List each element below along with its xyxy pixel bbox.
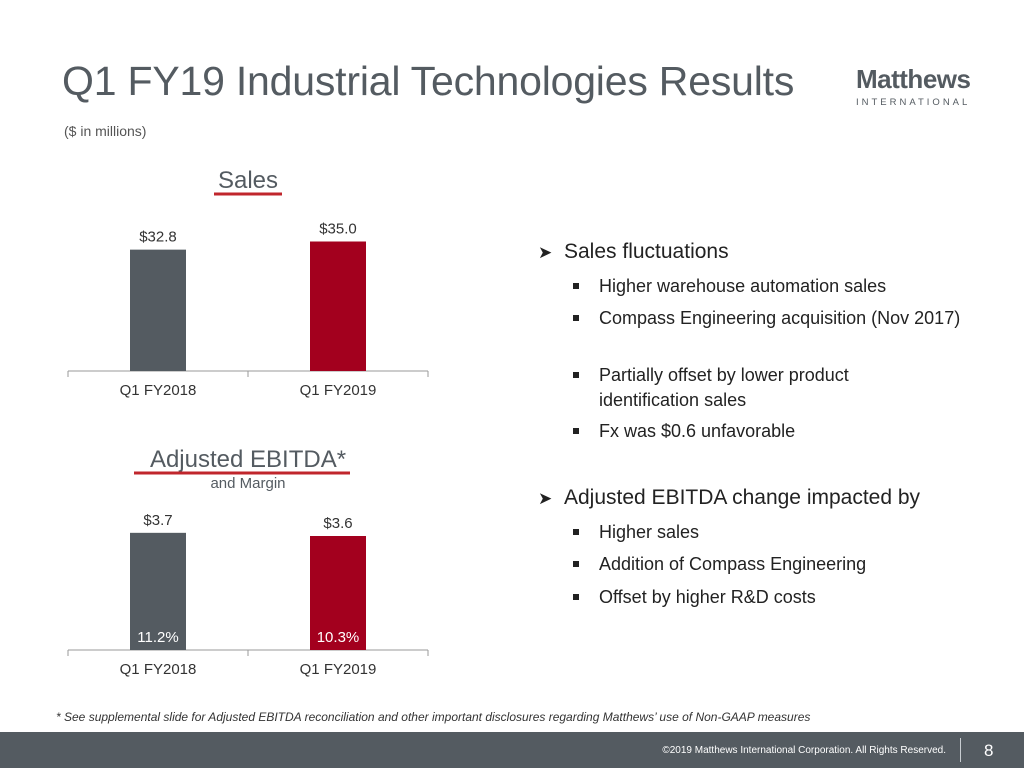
sub-bullet-text: Higher sales (599, 522, 700, 542)
logo-wordmark: Matthews (856, 64, 971, 94)
chart-title-text: Sales (218, 167, 278, 194)
footer-bar: ©2019 Matthews International Corporation… (0, 732, 1024, 768)
sub-bullet-text: Fx was $0.6 unfavorable (599, 421, 796, 441)
page-number: 8 (984, 741, 994, 760)
bar (130, 532, 186, 650)
sub-bullet-text: Partially offset by lower product identi… (599, 365, 849, 410)
copyright-text: ©2019 Matthews International Corporation… (662, 745, 946, 756)
square-bullet-icon (573, 315, 579, 321)
sub-bullet: Partially offset by lower product identi… (573, 363, 903, 413)
square-bullet-icon (573, 283, 579, 289)
arrow-bullet-icon: ➤ (538, 243, 553, 262)
bullet-text: Adjusted EBITDA change impacted by (564, 486, 921, 509)
x-tick-label: Q1 FY2019 (300, 382, 377, 399)
logo-tagline: INTERNATIONAL (856, 97, 971, 108)
sub-bullet-text: Addition of Compass Engineering (599, 554, 867, 574)
sub-bullet: Compass Engineering acquisition (Nov 201… (573, 306, 965, 331)
bar-value-label: $3.6 (323, 515, 352, 532)
bullet-ebitda-change: ➤ Adjusted EBITDA change impacted by (538, 486, 920, 510)
sub-bullet-text: Compass Engineering acquisition (Nov 201… (599, 308, 961, 328)
page-title: Q1 FY19 Industrial Technologies Results (62, 58, 795, 104)
sub-bullet: Fx was $0.6 unfavorable (573, 419, 795, 444)
x-tick-label: Q1 FY2019 (300, 661, 377, 678)
bar-margin-label: 11.2% (137, 629, 178, 646)
sub-bullet-text: Higher warehouse automation sales (599, 276, 887, 296)
units-note: ($ in millions) (64, 123, 147, 139)
non-gaap-footnote: * See supplemental slide for Adjusted EB… (56, 710, 811, 724)
square-bullet-icon (573, 529, 579, 535)
bar (310, 241, 366, 371)
sub-bullet-text: Offset by higher R&D costs (599, 587, 816, 607)
sub-bullet: Offset by higher R&D costs (573, 585, 816, 610)
square-bullet-icon (573, 372, 579, 378)
company-logo: Matthews INTERNATIONAL (856, 66, 981, 108)
square-bullet-icon (573, 594, 579, 600)
bar-value-label: $3.7 (143, 512, 172, 529)
chart-title-asterisk: * (337, 446, 346, 473)
sub-bullet: Higher warehouse automation sales (573, 274, 886, 299)
chart-title: Sales (218, 167, 278, 194)
bullet-text: Sales fluctuations (564, 240, 729, 263)
chart-title-text: Adjusted EBITDA (150, 446, 337, 473)
chart-subtitle: and Margin (210, 475, 285, 492)
footer-divider (960, 738, 961, 762)
bar-value-label: $35.0 (319, 221, 357, 238)
chart-title: Adjusted EBITDA* (150, 446, 346, 473)
bar-margin-label: 10.3% (317, 629, 360, 646)
sub-bullet: Higher sales (573, 520, 699, 545)
bar (310, 536, 366, 650)
square-bullet-icon (573, 428, 579, 434)
x-tick-label: Q1 FY2018 (120, 661, 197, 678)
x-tick-label: Q1 FY2018 (120, 382, 197, 399)
arrow-bullet-icon: ➤ (538, 489, 553, 508)
square-bullet-icon (573, 561, 579, 567)
sub-bullet: Addition of Compass Engineering (573, 552, 866, 577)
bar (130, 249, 186, 371)
bar-value-label: $32.8 (139, 229, 177, 246)
bullet-sales-fluctuations: ➤ Sales fluctuations (538, 240, 729, 264)
